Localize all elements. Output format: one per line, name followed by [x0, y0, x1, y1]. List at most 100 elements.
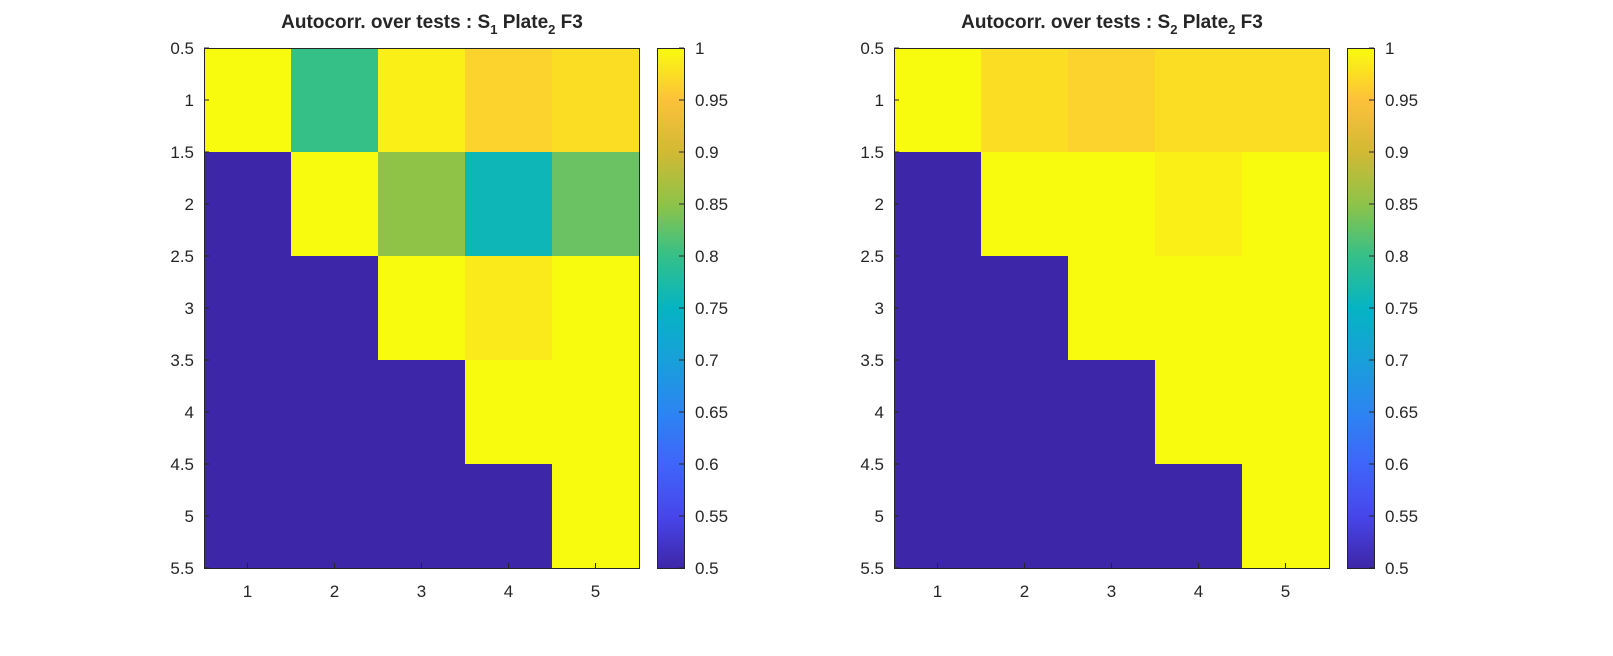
heatmap-cell-r3-c2 — [291, 256, 379, 361]
heatmap-cell-r4-c3 — [378, 360, 466, 465]
y-tick-label: 2 — [875, 195, 884, 214]
x-tick-label: 1 — [243, 582, 252, 601]
colorbar-tick-label: 0.75 — [1385, 299, 1418, 318]
heatmap-cell-r3-c5 — [1242, 256, 1330, 361]
heatmap-cell-r1-c3 — [378, 48, 466, 153]
y-tick-label: 4 — [875, 403, 884, 422]
y-tick-label: 5 — [875, 507, 884, 526]
heatmap-cell-r4-c3 — [1068, 360, 1156, 465]
colorbar-tick-label: 0.9 — [695, 143, 719, 162]
heatmap-cells-2 — [894, 48, 1330, 569]
heatmap-cell-r1-c4 — [465, 48, 553, 153]
y-tick-label: 5 — [185, 507, 194, 526]
colorbar-tick-label: 0.95 — [1385, 91, 1418, 110]
x-tick-label: 2 — [1020, 582, 1029, 601]
colorbar-tick-label: 0.8 — [1385, 247, 1409, 266]
y-tick-label: 1 — [875, 91, 884, 110]
y-tick-label: 3.5 — [170, 351, 194, 370]
chart-title-1: Autocorr. over tests : S1 Plate2 F3 — [281, 12, 583, 37]
colorbar-frame-2 — [1347, 48, 1375, 569]
colorbar-tick-label: 0.6 — [695, 455, 719, 474]
heatmap-cell-r2-c2 — [291, 152, 379, 257]
heatmap-cell-r4-c1 — [894, 360, 982, 465]
colorbar-tick-label: 0.9 — [1385, 143, 1409, 162]
heatmap-cell-r1-c5 — [552, 48, 640, 153]
heatmap-cell-r3-c3 — [1068, 256, 1156, 361]
heatmap-cell-r3-c3 — [378, 256, 466, 361]
heatmap-cell-r3-c5 — [552, 256, 640, 361]
heatmap-cell-r5-c4 — [465, 464, 553, 569]
y-tick-label: 2.5 — [170, 247, 194, 266]
heatmap-cell-r5-c4 — [1155, 464, 1243, 569]
heatmap-cell-r1-c4 — [1155, 48, 1243, 153]
x-tick-label: 4 — [504, 582, 513, 601]
heatmap-cell-r2-c2 — [981, 152, 1069, 257]
colorbar-tick-label: 0.5 — [1385, 559, 1409, 578]
heatmap-cell-r1-c5 — [1242, 48, 1330, 153]
heatmap-cell-r4-c5 — [552, 360, 640, 465]
colorbar-tick-label: 0.65 — [1385, 403, 1418, 422]
heatmap-cell-r2-c3 — [1068, 152, 1156, 257]
y-tick-label: 2 — [185, 195, 194, 214]
heatmap-cell-r1-c3 — [1068, 48, 1156, 153]
colorbar-tick-label: 0.5 — [695, 559, 719, 578]
y-tick-label: 0.5 — [170, 39, 194, 58]
heatmap-cell-r5-c5 — [1242, 464, 1330, 569]
heatmap-cell-r4-c4 — [465, 360, 553, 465]
heatmap-cell-r5-c1 — [204, 464, 292, 569]
heatmap-cell-r1-c2 — [291, 48, 379, 153]
y-tick-label: 1 — [185, 91, 194, 110]
heatmap-cell-r4-c1 — [204, 360, 292, 465]
heatmap-cell-r4-c5 — [1242, 360, 1330, 465]
heatmap-cell-r2-c3 — [378, 152, 466, 257]
colorbar-tick-label: 0.55 — [1385, 507, 1418, 526]
y-axis-2: 0.5 1 1.5 2 2.5 3 3.5 4 4.5 5 5.5 — [860, 39, 899, 578]
y-tick-label: 4.5 — [170, 455, 194, 474]
colorbar-tick-label: 0.85 — [695, 195, 728, 214]
heatmap-cells-1 — [204, 48, 640, 569]
colorbar-tick-label: 0.65 — [695, 403, 728, 422]
heatmap-cell-r2-c5 — [1242, 152, 1330, 257]
heatmap-cell-r5-c2 — [291, 464, 379, 569]
heatmap-cell-r1-c2 — [981, 48, 1069, 153]
colorbar-ticks-2: 0.5 0.55 0.6 0.65 0.7 0.75 0.8 0.85 0.9 0.95 1 — [1369, 39, 1418, 578]
heatmap-cell-r5-c5 — [552, 464, 640, 569]
y-axis-1: 0.5 1 1.5 2 2.5 3 3.5 4 4.5 5 5.5 — [170, 39, 209, 578]
x-axis-1: 1 2 3 4 5 — [243, 563, 600, 601]
y-tick-label: 1.5 — [860, 143, 884, 162]
y-tick-label: 5.5 — [170, 559, 194, 578]
heatmap-panel-1: Autocorr. over tests : S1 Plate2 F3 0.5 1… — [170, 12, 728, 601]
heatmap-cell-r3-c1 — [894, 256, 982, 361]
x-axis-2: 1 2 3 4 5 — [933, 563, 1290, 601]
heatmap-cell-r4-c2 — [291, 360, 379, 465]
colorbar-tick-label: 0.95 — [695, 91, 728, 110]
heatmap-cell-r2-c1 — [894, 152, 982, 257]
colorbar-tick-label: 1 — [1385, 39, 1394, 58]
heatmap-cell-r3-c4 — [1155, 256, 1243, 361]
y-tick-label: 3 — [875, 299, 884, 318]
heatmap-cell-r5-c1 — [894, 464, 982, 569]
y-tick-label: 1.5 — [170, 143, 194, 162]
heatmap-cell-r5-c3 — [1068, 464, 1156, 569]
colorbar-tick-label: 0.7 — [1385, 351, 1409, 370]
heatmap-cell-r3-c2 — [981, 256, 1069, 361]
heatmap-cell-r2-c5 — [552, 152, 640, 257]
colorbar-tick-label: 1 — [695, 39, 704, 58]
colorbar-tick-label: 0.6 — [1385, 455, 1409, 474]
x-tick-label: 5 — [591, 582, 600, 601]
heatmap-cell-r4-c4 — [1155, 360, 1243, 465]
colorbar-ticks-1: 0.5 0.55 0.6 0.65 0.7 0.75 0.8 0.85 0.9 0.95 1 — [679, 39, 728, 578]
x-tick-label: 2 — [330, 582, 339, 601]
colorbar-tick-label: 0.8 — [695, 247, 719, 266]
y-tick-label: 4.5 — [860, 455, 884, 474]
heatmap-cell-r5-c2 — [981, 464, 1069, 569]
x-tick-label: 3 — [417, 582, 426, 601]
heatmap-cell-r3-c4 — [465, 256, 553, 361]
y-tick-label: 3.5 — [860, 351, 884, 370]
heatmap-cell-r1-c1 — [204, 48, 292, 153]
heatmap-cell-r4-c2 — [981, 360, 1069, 465]
y-tick-label: 5.5 — [860, 559, 884, 578]
y-tick-label: 4 — [185, 403, 194, 422]
colorbar-tick-label: 0.85 — [1385, 195, 1418, 214]
